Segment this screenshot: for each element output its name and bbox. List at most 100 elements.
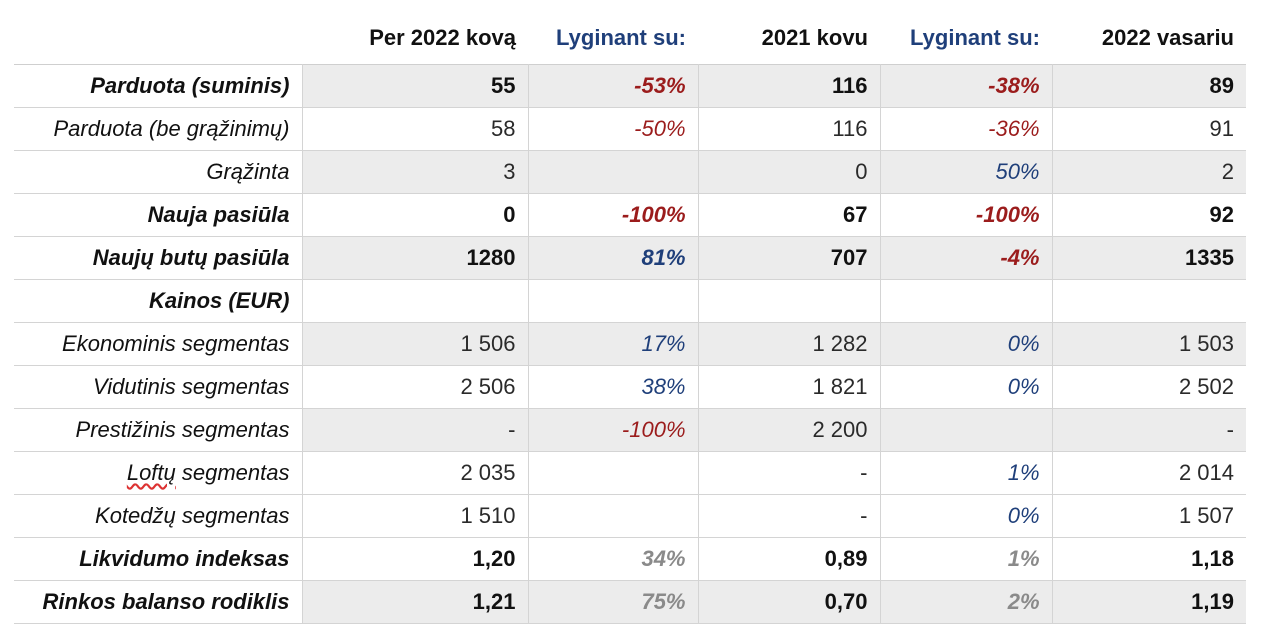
cell-value: 1 503 bbox=[1051, 322, 1246, 366]
cell-percent bbox=[527, 494, 698, 538]
cell-value: 2 506 bbox=[301, 365, 528, 409]
cell-value: - bbox=[301, 408, 528, 452]
table-row: Parduota (suminis) 55 -53% 116 -38% 89 bbox=[14, 64, 1246, 108]
table-row: Rinkos balanso rodiklis 1,21 75% 0,70 2%… bbox=[14, 580, 1246, 624]
cell-percent bbox=[527, 150, 698, 194]
row-label: Ekonominis segmentas bbox=[62, 331, 290, 356]
row-label: Naujų butų pasiūla bbox=[92, 245, 290, 270]
cell-value: 1335 bbox=[1051, 236, 1246, 280]
header-empty bbox=[14, 12, 302, 65]
cell-value: 89 bbox=[1051, 64, 1246, 108]
cell-percent: 75% bbox=[527, 580, 698, 624]
cell-value: 0 bbox=[697, 150, 880, 194]
table-row: Kainos (EUR) bbox=[14, 279, 1246, 323]
table-row: Kotedžų segmentas 1 510 - 0% 1 507 bbox=[14, 494, 1246, 538]
table-row: Grąžinta 3 0 50% 2 bbox=[14, 150, 1246, 194]
cell-value: 0,70 bbox=[697, 580, 880, 624]
table-row: Naujų butų pasiūla 1280 81% 707 -4% 1335 bbox=[14, 236, 1246, 280]
cell-percent: 0% bbox=[879, 322, 1052, 366]
cell-value: - bbox=[697, 494, 880, 538]
table-row: Ekonominis segmentas 1 506 17% 1 282 0% … bbox=[14, 322, 1246, 366]
cell-value: 0 bbox=[301, 193, 528, 237]
cell-percent: 1% bbox=[879, 537, 1052, 581]
cell-value: 2 502 bbox=[1051, 365, 1246, 409]
table-header-row: Per 2022 kovą Lyginant su: 2021 kovu Lyg… bbox=[14, 12, 1246, 65]
cell-value: 91 bbox=[1051, 107, 1246, 151]
cell-percent: -100% bbox=[527, 193, 698, 237]
cell-percent: 0% bbox=[879, 494, 1052, 538]
cell-value: 1 282 bbox=[697, 322, 880, 366]
row-label: Parduota (be grąžinimų) bbox=[53, 116, 290, 141]
cell-percent: -38% bbox=[879, 64, 1052, 108]
cell-percent: -53% bbox=[527, 64, 698, 108]
cell-percent bbox=[879, 408, 1052, 452]
cell-value: 92 bbox=[1051, 193, 1246, 237]
row-label: Likvidumo indeksas bbox=[79, 546, 290, 571]
cell-value bbox=[301, 279, 528, 323]
cell-value: 116 bbox=[697, 107, 880, 151]
table-row: Nauja pasiūla 0 -100% 67 -100% 92 bbox=[14, 193, 1246, 237]
row-label: Rinkos balanso rodiklis bbox=[42, 589, 290, 614]
cell-value: 2 bbox=[1051, 150, 1246, 194]
cell-value: 1,21 bbox=[301, 580, 528, 624]
header-period-2022-feb: 2022 vasariu bbox=[1101, 25, 1234, 50]
row-label: Prestižinis segmentas bbox=[75, 417, 290, 442]
table-row: Likvidumo indeksas 1,20 34% 0,89 1% 1,18 bbox=[14, 537, 1246, 581]
cell-value bbox=[697, 279, 880, 323]
cell-value: 1,18 bbox=[1051, 537, 1246, 581]
table-row: Loftų segmentas 2 035 - 1% 2 014 bbox=[14, 451, 1246, 495]
cell-value: 1 510 bbox=[301, 494, 528, 538]
cell-value bbox=[1051, 279, 1246, 323]
cell-value: 2 014 bbox=[1051, 451, 1246, 495]
cell-value: 67 bbox=[697, 193, 880, 237]
row-label: Nauja pasiūla bbox=[147, 202, 290, 227]
row-label: Kotedžų segmentas bbox=[95, 503, 290, 528]
table-row: Vidutinis segmentas 2 506 38% 1 821 0% 2… bbox=[14, 365, 1246, 409]
cell-value: 2 200 bbox=[697, 408, 880, 452]
table-row: Parduota (be grąžinimų) 58 -50% 116 -36%… bbox=[14, 107, 1246, 151]
cell-percent: -36% bbox=[879, 107, 1052, 151]
cell-value: 116 bbox=[697, 64, 880, 108]
cell-percent: 2% bbox=[879, 580, 1052, 624]
cell-percent: -100% bbox=[879, 193, 1052, 237]
cell-percent: -4% bbox=[879, 236, 1052, 280]
cell-percent: 50% bbox=[879, 150, 1052, 194]
cell-value: 0,89 bbox=[697, 537, 880, 581]
cell-percent: -100% bbox=[527, 408, 698, 452]
cell-value: 1 821 bbox=[697, 365, 880, 409]
cell-value: 1280 bbox=[301, 236, 528, 280]
row-label: Loftų segmentas bbox=[14, 452, 302, 495]
table-row: Prestižinis segmentas - -100% 2 200 - bbox=[14, 408, 1246, 452]
cell-value: 1,20 bbox=[301, 537, 528, 581]
header-period-2022-march: Per 2022 kovą bbox=[369, 25, 516, 50]
cell-percent: 34% bbox=[527, 537, 698, 581]
row-label-rest: segmentas bbox=[175, 460, 290, 485]
row-label: Parduota (suminis) bbox=[90, 73, 290, 98]
header-compare-1: Lyginant su: bbox=[556, 25, 686, 50]
market-statistics-table: Per 2022 kovą Lyginant su: 2021 kovu Lyg… bbox=[14, 12, 1246, 624]
row-label: Grąžinta bbox=[206, 159, 290, 184]
row-label: Vidutinis segmentas bbox=[93, 374, 290, 399]
cell-value: 55 bbox=[301, 64, 528, 108]
cell-value: 1 507 bbox=[1051, 494, 1246, 538]
section-label-prices: Kainos (EUR) bbox=[148, 288, 290, 313]
cell-percent: 0% bbox=[879, 365, 1052, 409]
cell-value: 3 bbox=[301, 150, 528, 194]
cell-value: 1,19 bbox=[1051, 580, 1246, 624]
cell-value: - bbox=[697, 451, 880, 495]
cell-value: - bbox=[1051, 408, 1246, 452]
cell-value: 707 bbox=[697, 236, 880, 280]
header-compare-2: Lyginant su: bbox=[910, 25, 1040, 50]
spellcheck-underlined-word: Loftų bbox=[126, 460, 176, 485]
cell-percent: 17% bbox=[527, 322, 698, 366]
cell-percent: 38% bbox=[527, 365, 698, 409]
cell-percent bbox=[527, 279, 698, 323]
cell-percent: 81% bbox=[527, 236, 698, 280]
header-period-2021-march: 2021 kovu bbox=[761, 25, 868, 50]
cell-value: 58 bbox=[301, 107, 528, 151]
cell-percent: -50% bbox=[527, 107, 698, 151]
cell-value: 2 035 bbox=[301, 451, 528, 495]
cell-percent: 1% bbox=[879, 451, 1052, 495]
cell-percent bbox=[527, 451, 698, 495]
